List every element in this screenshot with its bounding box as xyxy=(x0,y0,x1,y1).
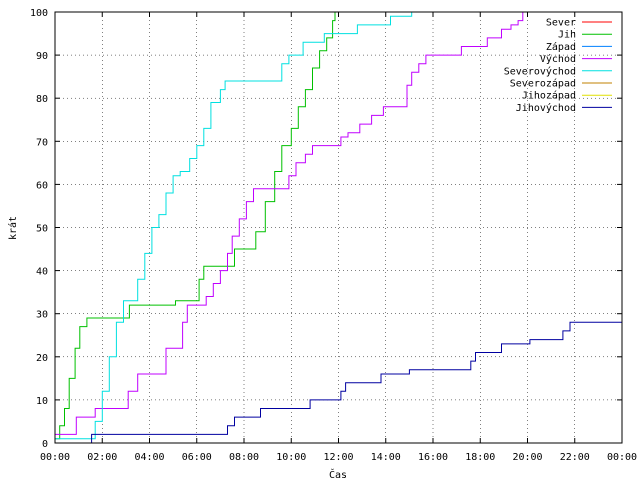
x-tick-label: 22:00 xyxy=(560,452,590,463)
y-tick-label: 80 xyxy=(36,94,48,105)
x-tick-label: 06:00 xyxy=(182,452,212,463)
legend-label: Jih xyxy=(558,30,576,41)
x-tick-label: 08:00 xyxy=(229,452,259,463)
y-axis-label: krát xyxy=(7,216,19,240)
legend-label: Jihovýchod xyxy=(516,102,576,114)
x-axis-label: Čas xyxy=(329,468,347,480)
x-tick-labels: 00:00 02:00 04:00 06:00 08:00 10:00 12:00 14:00… xyxy=(40,452,637,463)
legend-label: Východ xyxy=(540,53,576,65)
legend-label: Západ xyxy=(546,41,576,53)
legend-label: Sever xyxy=(546,18,576,29)
y-tick-label: 30 xyxy=(36,310,48,321)
x-tick-label: 14:00 xyxy=(371,452,401,463)
y-tick-label: 60 xyxy=(36,180,48,191)
grid xyxy=(55,12,622,443)
series-line-1 xyxy=(55,12,336,440)
y-tick-label: 40 xyxy=(36,267,48,278)
x-tick-label: 18:00 xyxy=(465,452,495,463)
x-tick-label: 04:00 xyxy=(134,452,164,463)
x-tick-label: 02:00 xyxy=(87,452,117,463)
y-tick-label: 90 xyxy=(36,51,48,62)
legend: SeverJihZápadVýchodSeverovýchodSeverozáp… xyxy=(504,18,612,114)
y-tick-label: 10 xyxy=(36,396,48,407)
x-tick-label: 16:00 xyxy=(418,452,448,463)
x-tick-label: 20:00 xyxy=(512,452,542,463)
legend-label: Severozápad xyxy=(510,78,576,90)
x-tick-label: 00:00 xyxy=(40,452,70,463)
y-tick-label: 70 xyxy=(36,137,48,148)
y-tick-label: 100 xyxy=(30,8,48,19)
x-tick-label: 12:00 xyxy=(323,452,353,463)
x-tick-label: 00:00 xyxy=(607,452,637,463)
y-tick-labels: 0 10 20 30 40 50 60 70 80 90 100 xyxy=(30,8,48,450)
x-tick-label: 10:00 xyxy=(276,452,306,463)
y-tick-label: 20 xyxy=(36,353,48,364)
legend-label: Severovýchod xyxy=(504,65,576,77)
series-line-3 xyxy=(55,12,524,435)
series-line-7 xyxy=(55,321,622,444)
axis-ticks xyxy=(54,11,623,444)
series-line-4 xyxy=(55,12,413,440)
legend-label: Jihozápad xyxy=(522,90,576,102)
y-tick-label: 50 xyxy=(36,224,48,235)
y-tick-label: 0 xyxy=(42,439,48,450)
series-lines xyxy=(55,12,622,444)
